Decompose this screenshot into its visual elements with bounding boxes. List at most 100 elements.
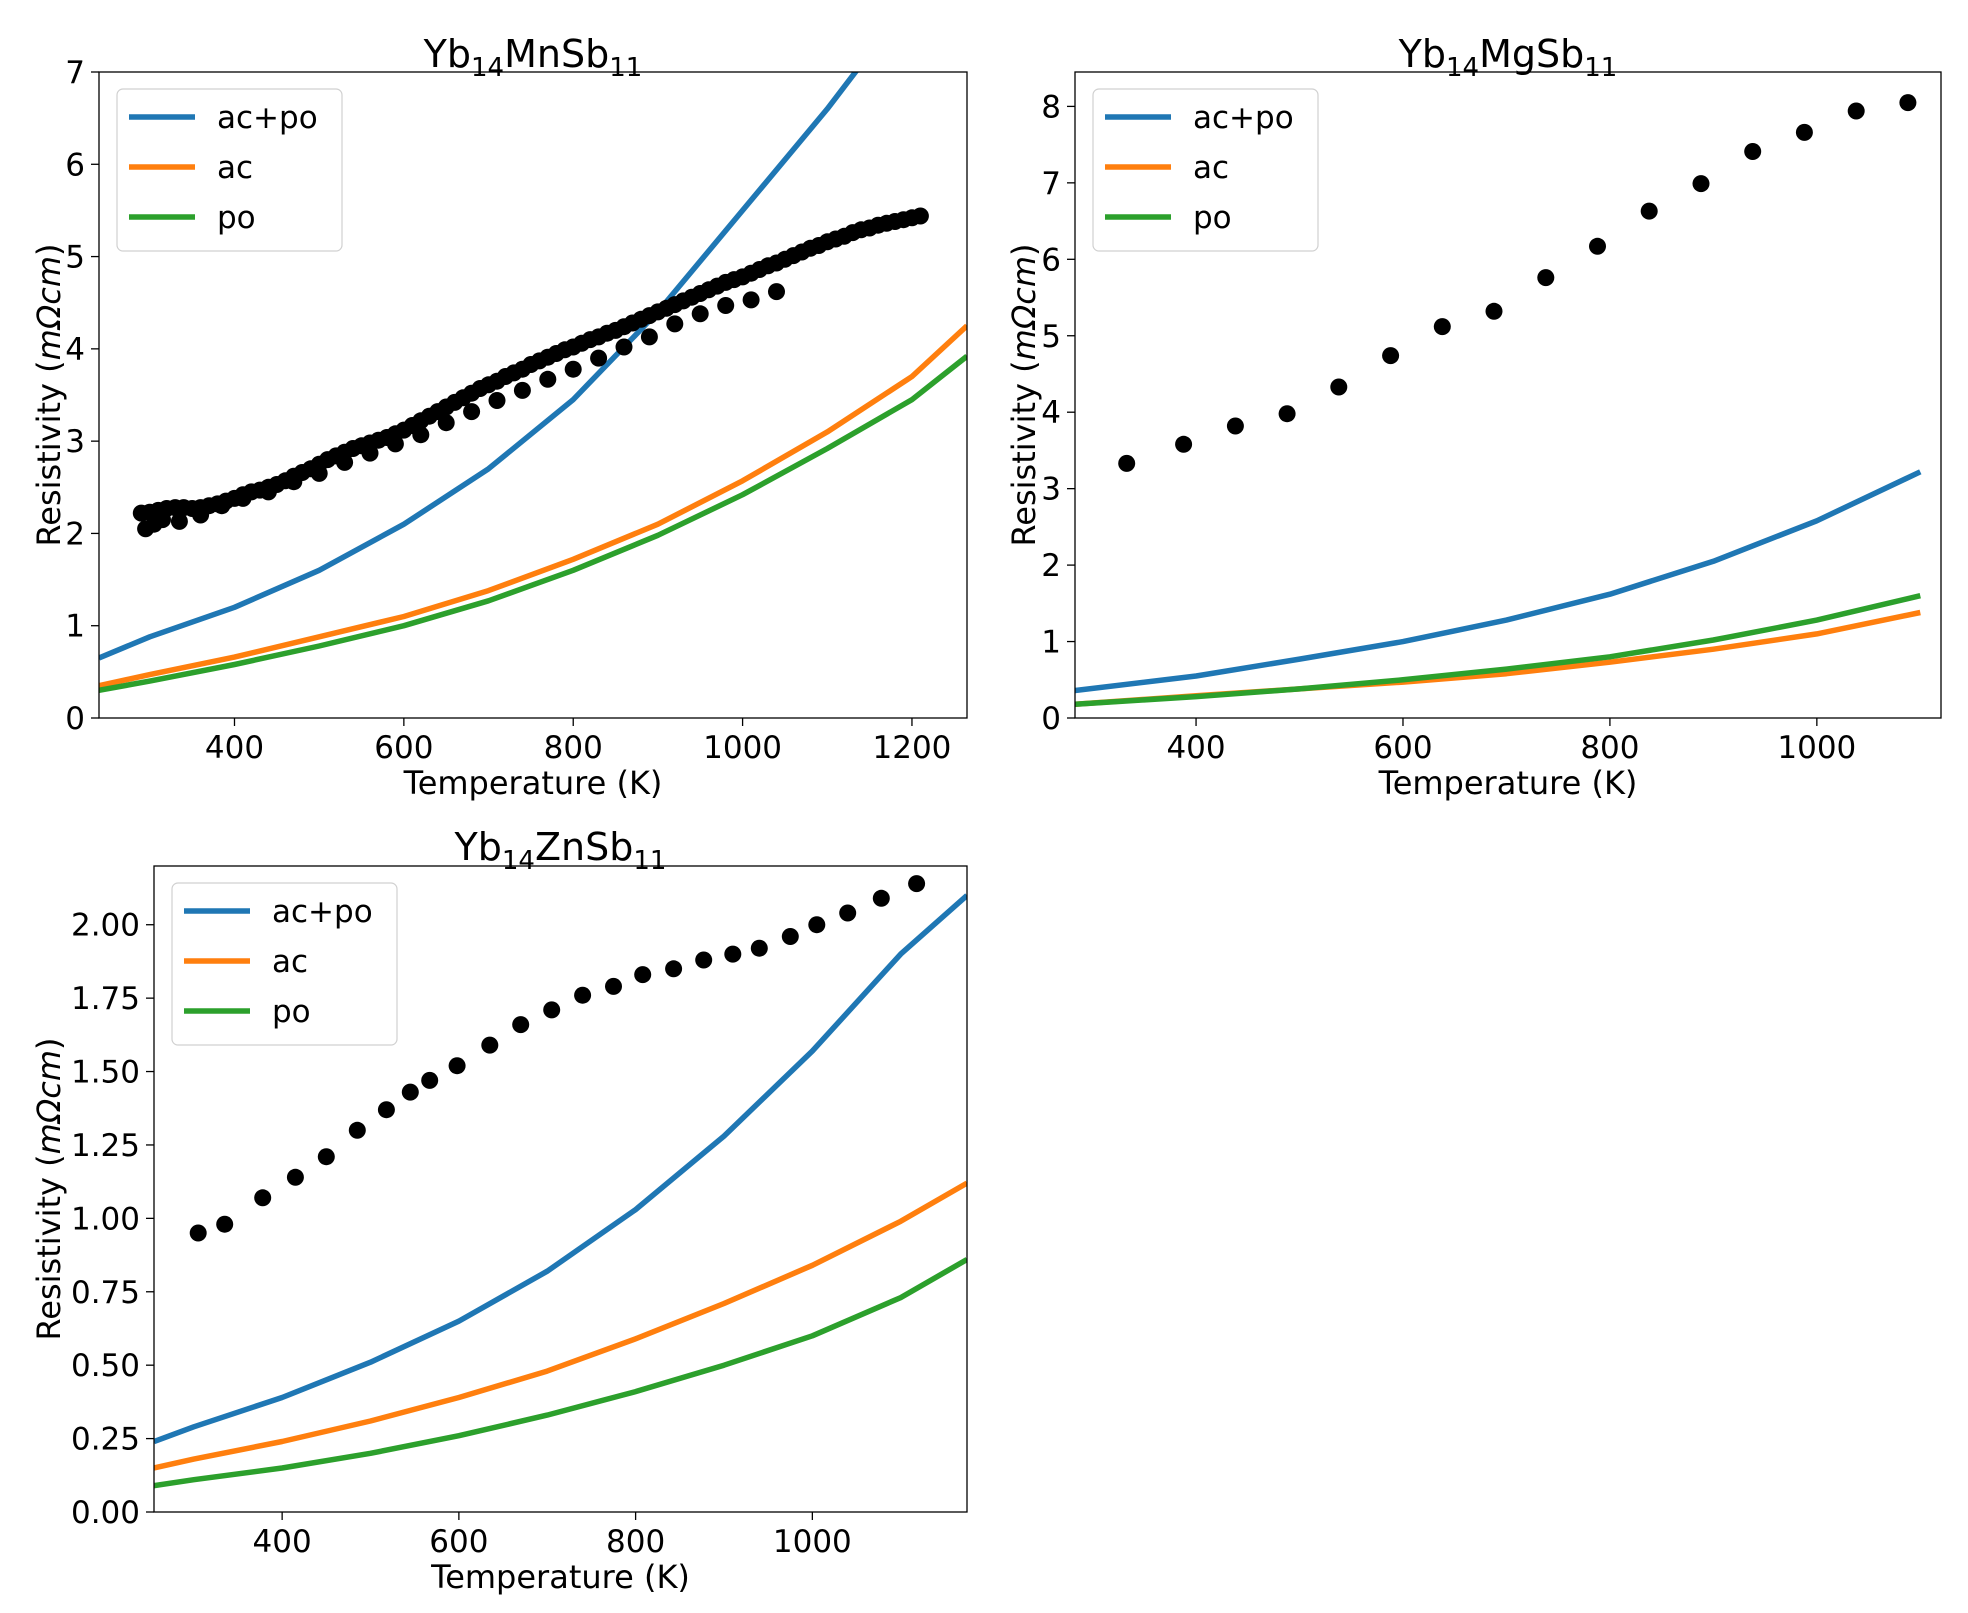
title-part: MgSb <box>1479 32 1584 76</box>
data-point <box>665 960 683 978</box>
data-point <box>348 1121 366 1139</box>
data-point <box>481 1036 499 1054</box>
data-point <box>336 453 354 471</box>
x-axis-label: Temperature (K) <box>1378 764 1638 802</box>
x-tick-label: 400 <box>205 730 264 766</box>
data-point <box>539 370 557 388</box>
legend-label: ac <box>217 150 253 186</box>
data-point <box>1175 435 1193 453</box>
legend-label: ac+po <box>217 100 318 136</box>
y-tick-label: 5 <box>65 240 85 276</box>
data-point <box>564 360 582 378</box>
series-line-acpo <box>154 893 967 1445</box>
x-tick-label: 1200 <box>873 730 952 766</box>
y-tick-label: 1.25 <box>71 1128 140 1164</box>
data-point <box>1330 378 1348 396</box>
data-point <box>513 381 531 399</box>
x-axis-label: Temperature (K) <box>403 764 663 802</box>
y-tick-label: 7 <box>65 55 85 91</box>
data-point <box>605 977 622 995</box>
title-part: MnSb <box>504 32 609 76</box>
x-tick-label: 1000 <box>703 730 782 766</box>
x-tick-label: 400 <box>253 1524 312 1560</box>
data-point <box>377 1101 395 1119</box>
data-point <box>808 916 826 934</box>
data-point <box>908 875 926 893</box>
data-point <box>192 506 210 524</box>
data-point <box>717 297 735 314</box>
legend-label: po <box>1193 200 1232 236</box>
data-point <box>401 1083 419 1101</box>
data-point <box>254 1189 272 1207</box>
y-tick-label: 0 <box>1041 701 1061 737</box>
data-point <box>437 414 455 432</box>
chart-title: Yb14MgSb11 <box>1398 32 1618 83</box>
data-point <box>234 489 252 507</box>
y-tick-label: 7 <box>1041 166 1061 202</box>
series-line-ac <box>154 1180 967 1471</box>
data-point <box>213 497 231 515</box>
data-point <box>361 444 379 462</box>
title-subscript: 14 <box>1446 53 1479 83</box>
axes-frame <box>1074 71 1942 719</box>
series-line-po <box>1075 593 1921 707</box>
y-tick-label: 1.00 <box>71 1201 140 1237</box>
data-point <box>724 945 742 963</box>
data-point <box>1692 175 1710 193</box>
legend-label: po <box>272 994 311 1030</box>
data-point <box>695 951 713 969</box>
y-tick-label: 1.75 <box>71 981 140 1017</box>
legend-box <box>171 882 398 1046</box>
y-label-unit: mΩcm <box>1005 256 1043 360</box>
title-part: Yb <box>454 825 502 869</box>
x-tick-label: 600 <box>429 1524 488 1560</box>
chart-panel-3: Yb14ZnSb11 400 600 800 1000 0.00 0.25 0.50 0.75 1… <box>30 825 968 1596</box>
title-part: Yb <box>423 32 471 76</box>
y-label-unit: mΩcm <box>30 1050 68 1154</box>
legend-box <box>116 88 343 252</box>
title-part: Yb <box>1398 32 1446 76</box>
data-point <box>463 403 481 421</box>
y-tick-label: 0.25 <box>71 1422 140 1458</box>
y-label-text: Resistivity ( <box>30 360 68 546</box>
y-tick-label: 5 <box>1041 319 1061 355</box>
legend-label: ac <box>272 944 308 980</box>
y-axis-label: Resistivity (mΩcm) <box>30 244 68 547</box>
x-tick-label: 800 <box>606 1524 665 1560</box>
title-subscript: 11 <box>1584 53 1617 83</box>
y-tick-label: 4 <box>65 332 85 368</box>
data-point <box>768 283 785 301</box>
legend: ac+po ac po <box>116 88 343 252</box>
data-point <box>911 207 929 225</box>
data-point <box>421 1071 439 1089</box>
data-point <box>691 305 709 323</box>
data-point <box>742 291 760 309</box>
plot-area <box>1075 94 1922 707</box>
x-tick-label: 800 <box>544 730 603 766</box>
x-tick-label: 400 <box>1166 730 1225 766</box>
x-tick-label: 800 <box>1580 730 1639 766</box>
series-line-po <box>154 1257 967 1489</box>
data-point <box>1433 318 1451 336</box>
x-tick-label: 1000 <box>1777 730 1856 766</box>
y-tick-label: 0.75 <box>71 1275 140 1311</box>
data-point <box>1589 237 1606 255</box>
data-point <box>1382 347 1400 365</box>
data-point <box>317 1148 335 1166</box>
y-tick-label: 8 <box>1041 89 1061 125</box>
x-axis-label: Temperature (K) <box>430 1558 690 1596</box>
x-tick-label: 600 <box>1373 730 1432 766</box>
data-point <box>781 928 799 945</box>
y-label-unit: mΩcm <box>30 256 68 360</box>
legend-label: ac+po <box>272 894 373 930</box>
plot-area <box>99 72 967 694</box>
y-label-text: ) <box>30 244 68 256</box>
data-point <box>640 328 658 346</box>
x-tick-label: 600 <box>374 730 433 766</box>
data-point <box>448 1057 466 1075</box>
data-point <box>1278 405 1296 423</box>
y-tick-label: 4 <box>1041 395 1061 431</box>
data-point <box>666 315 684 333</box>
